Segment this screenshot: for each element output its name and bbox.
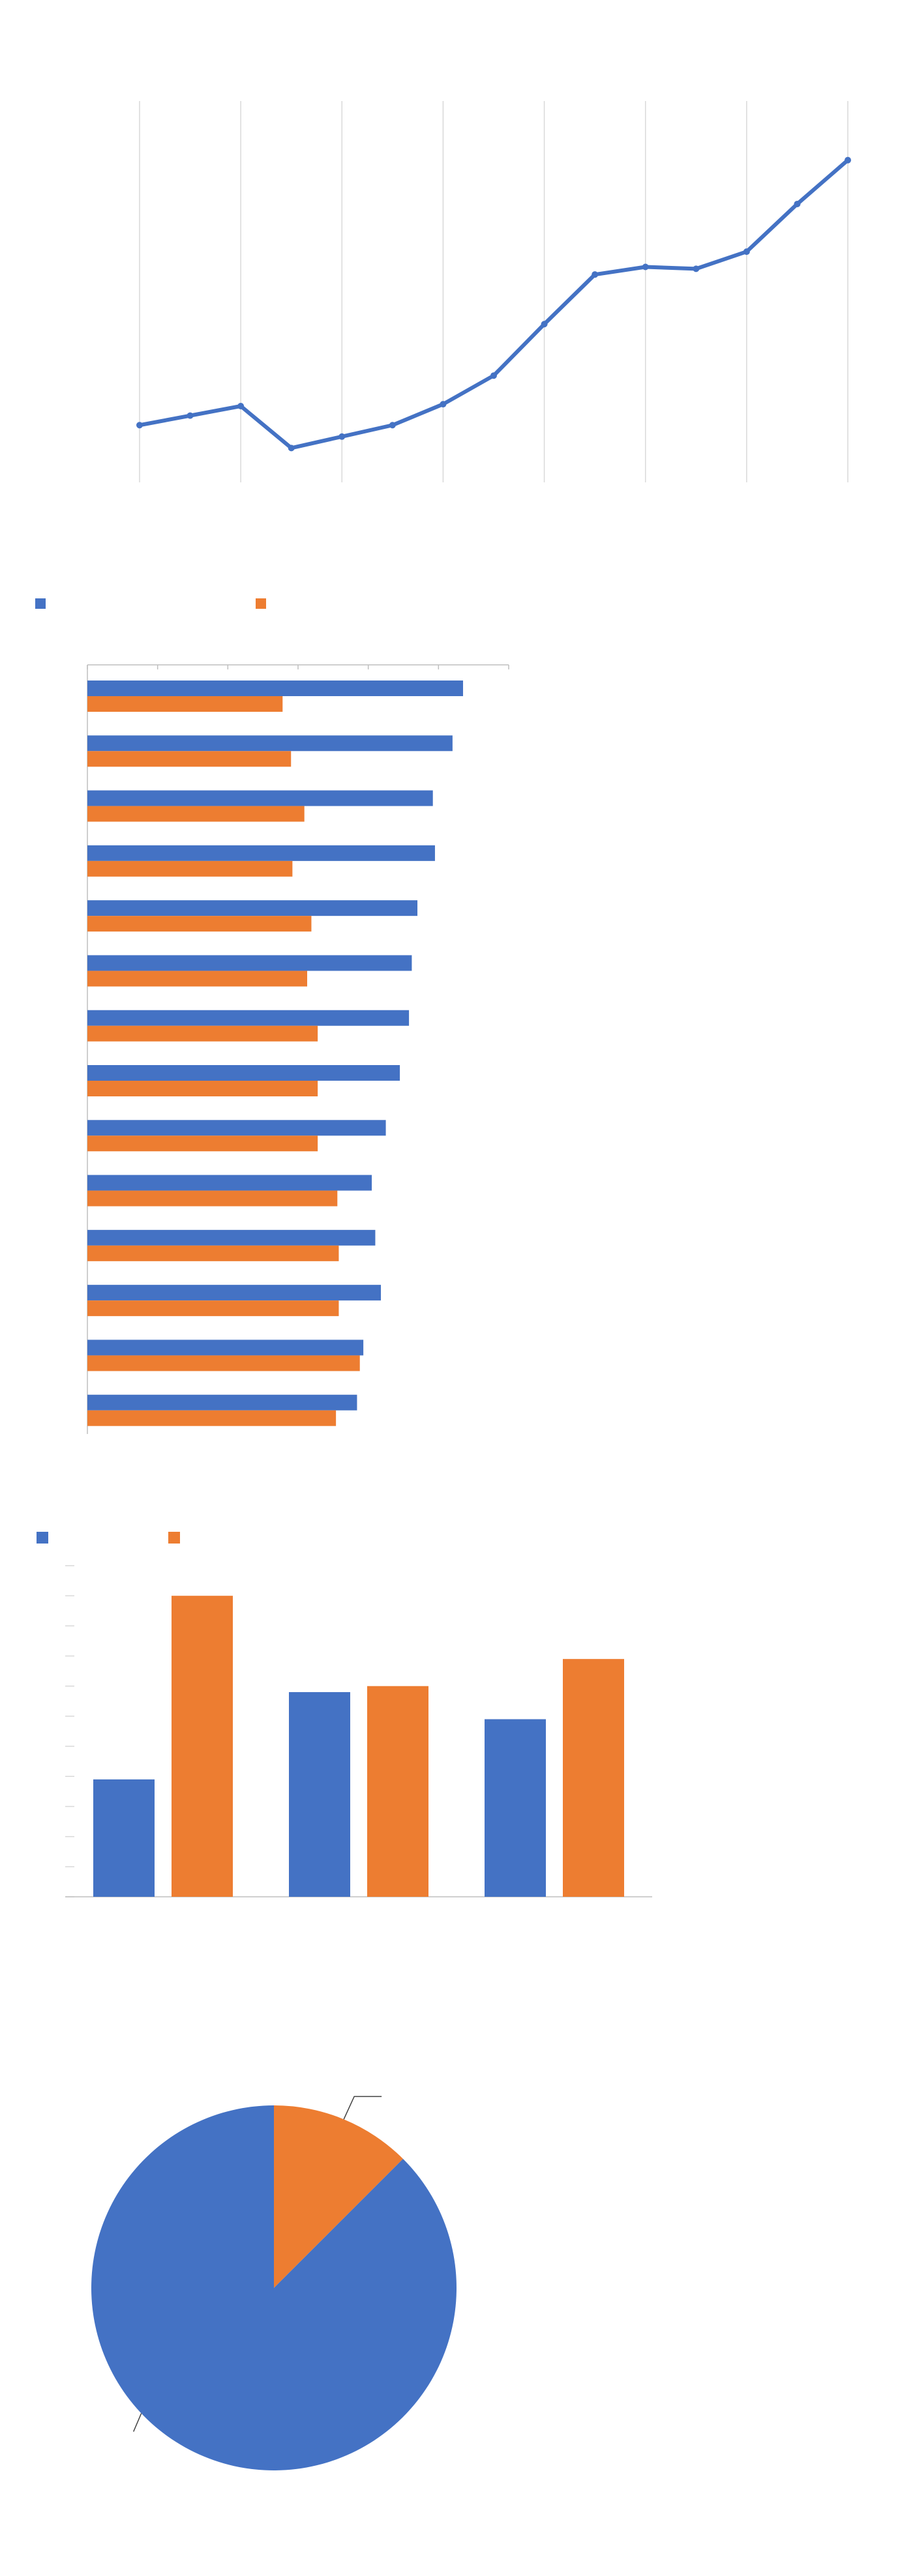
leader-line-slice-1 [343, 2096, 382, 2120]
data-point [136, 422, 143, 429]
bar-series-2 [87, 751, 292, 767]
bar-series-2 [172, 1596, 233, 1897]
bar-series-2 [87, 696, 283, 712]
bar-series-1 [87, 1285, 382, 1301]
bar-series-2 [87, 1355, 360, 1371]
data-point [592, 271, 599, 278]
bar-series-1 [93, 1779, 155, 1897]
series-line [139, 158, 849, 450]
bar-series-2 [87, 1081, 318, 1096]
pie-chart [91, 2096, 457, 2470]
bar-series-2 [87, 916, 312, 932]
bar-series-2 [563, 1659, 624, 1897]
legend-marker-series-2 [256, 598, 266, 609]
bar-series-2 [87, 860, 293, 877]
bar-series-1 [87, 790, 433, 806]
bar-series-2 [367, 1686, 428, 1897]
bar-series-1 [87, 1339, 364, 1356]
bar-series-1 [87, 735, 453, 752]
bar-series-1 [87, 1175, 372, 1191]
pie-slice-2 [91, 2105, 457, 2470]
bar-series-1 [87, 1010, 410, 1026]
bar-series-2 [87, 1410, 337, 1426]
line-chart [136, 101, 851, 482]
bar-series-1 [485, 1719, 546, 1897]
bar-series-2 [87, 1190, 338, 1207]
data-point [642, 263, 649, 271]
vertical-bar-chart [37, 1532, 652, 1897]
bar-series-1 [87, 845, 435, 861]
bar-series-1 [289, 1691, 350, 1897]
bar-series-2 [87, 1300, 339, 1317]
data-point [338, 433, 346, 440]
data-point [490, 372, 497, 379]
data-point [794, 200, 801, 207]
bar-series-1 [87, 900, 418, 916]
bar-series-1 [87, 1394, 357, 1411]
bar-series-2 [87, 806, 305, 822]
data-point [389, 422, 396, 429]
horizontal-bar-chart [35, 598, 509, 1434]
legend-marker-series-1 [37, 1532, 48, 1544]
data-point [743, 248, 750, 256]
data-point [440, 401, 447, 408]
bar-series-1 [87, 1065, 400, 1081]
data-point [693, 265, 700, 272]
legend-marker-series-2 [168, 1532, 180, 1544]
bar-series-2 [87, 971, 307, 987]
data-point [288, 445, 295, 452]
data-point [187, 412, 194, 419]
pie-slice-1 [274, 2105, 403, 2288]
data-point [237, 403, 245, 409]
bar-series-1 [87, 1120, 386, 1136]
bar-series-1 [87, 681, 464, 696]
data-point [541, 321, 548, 328]
bar-series-1 [87, 955, 412, 971]
bar-series-2 [87, 1025, 318, 1042]
leader-line-slice-2 [132, 2413, 142, 2432]
data-point [845, 156, 851, 164]
bar-series-2 [87, 1135, 318, 1152]
bar-series-2 [87, 1245, 339, 1261]
bar-series-1 [87, 1229, 376, 1246]
legend-marker-series-1 [35, 598, 46, 609]
